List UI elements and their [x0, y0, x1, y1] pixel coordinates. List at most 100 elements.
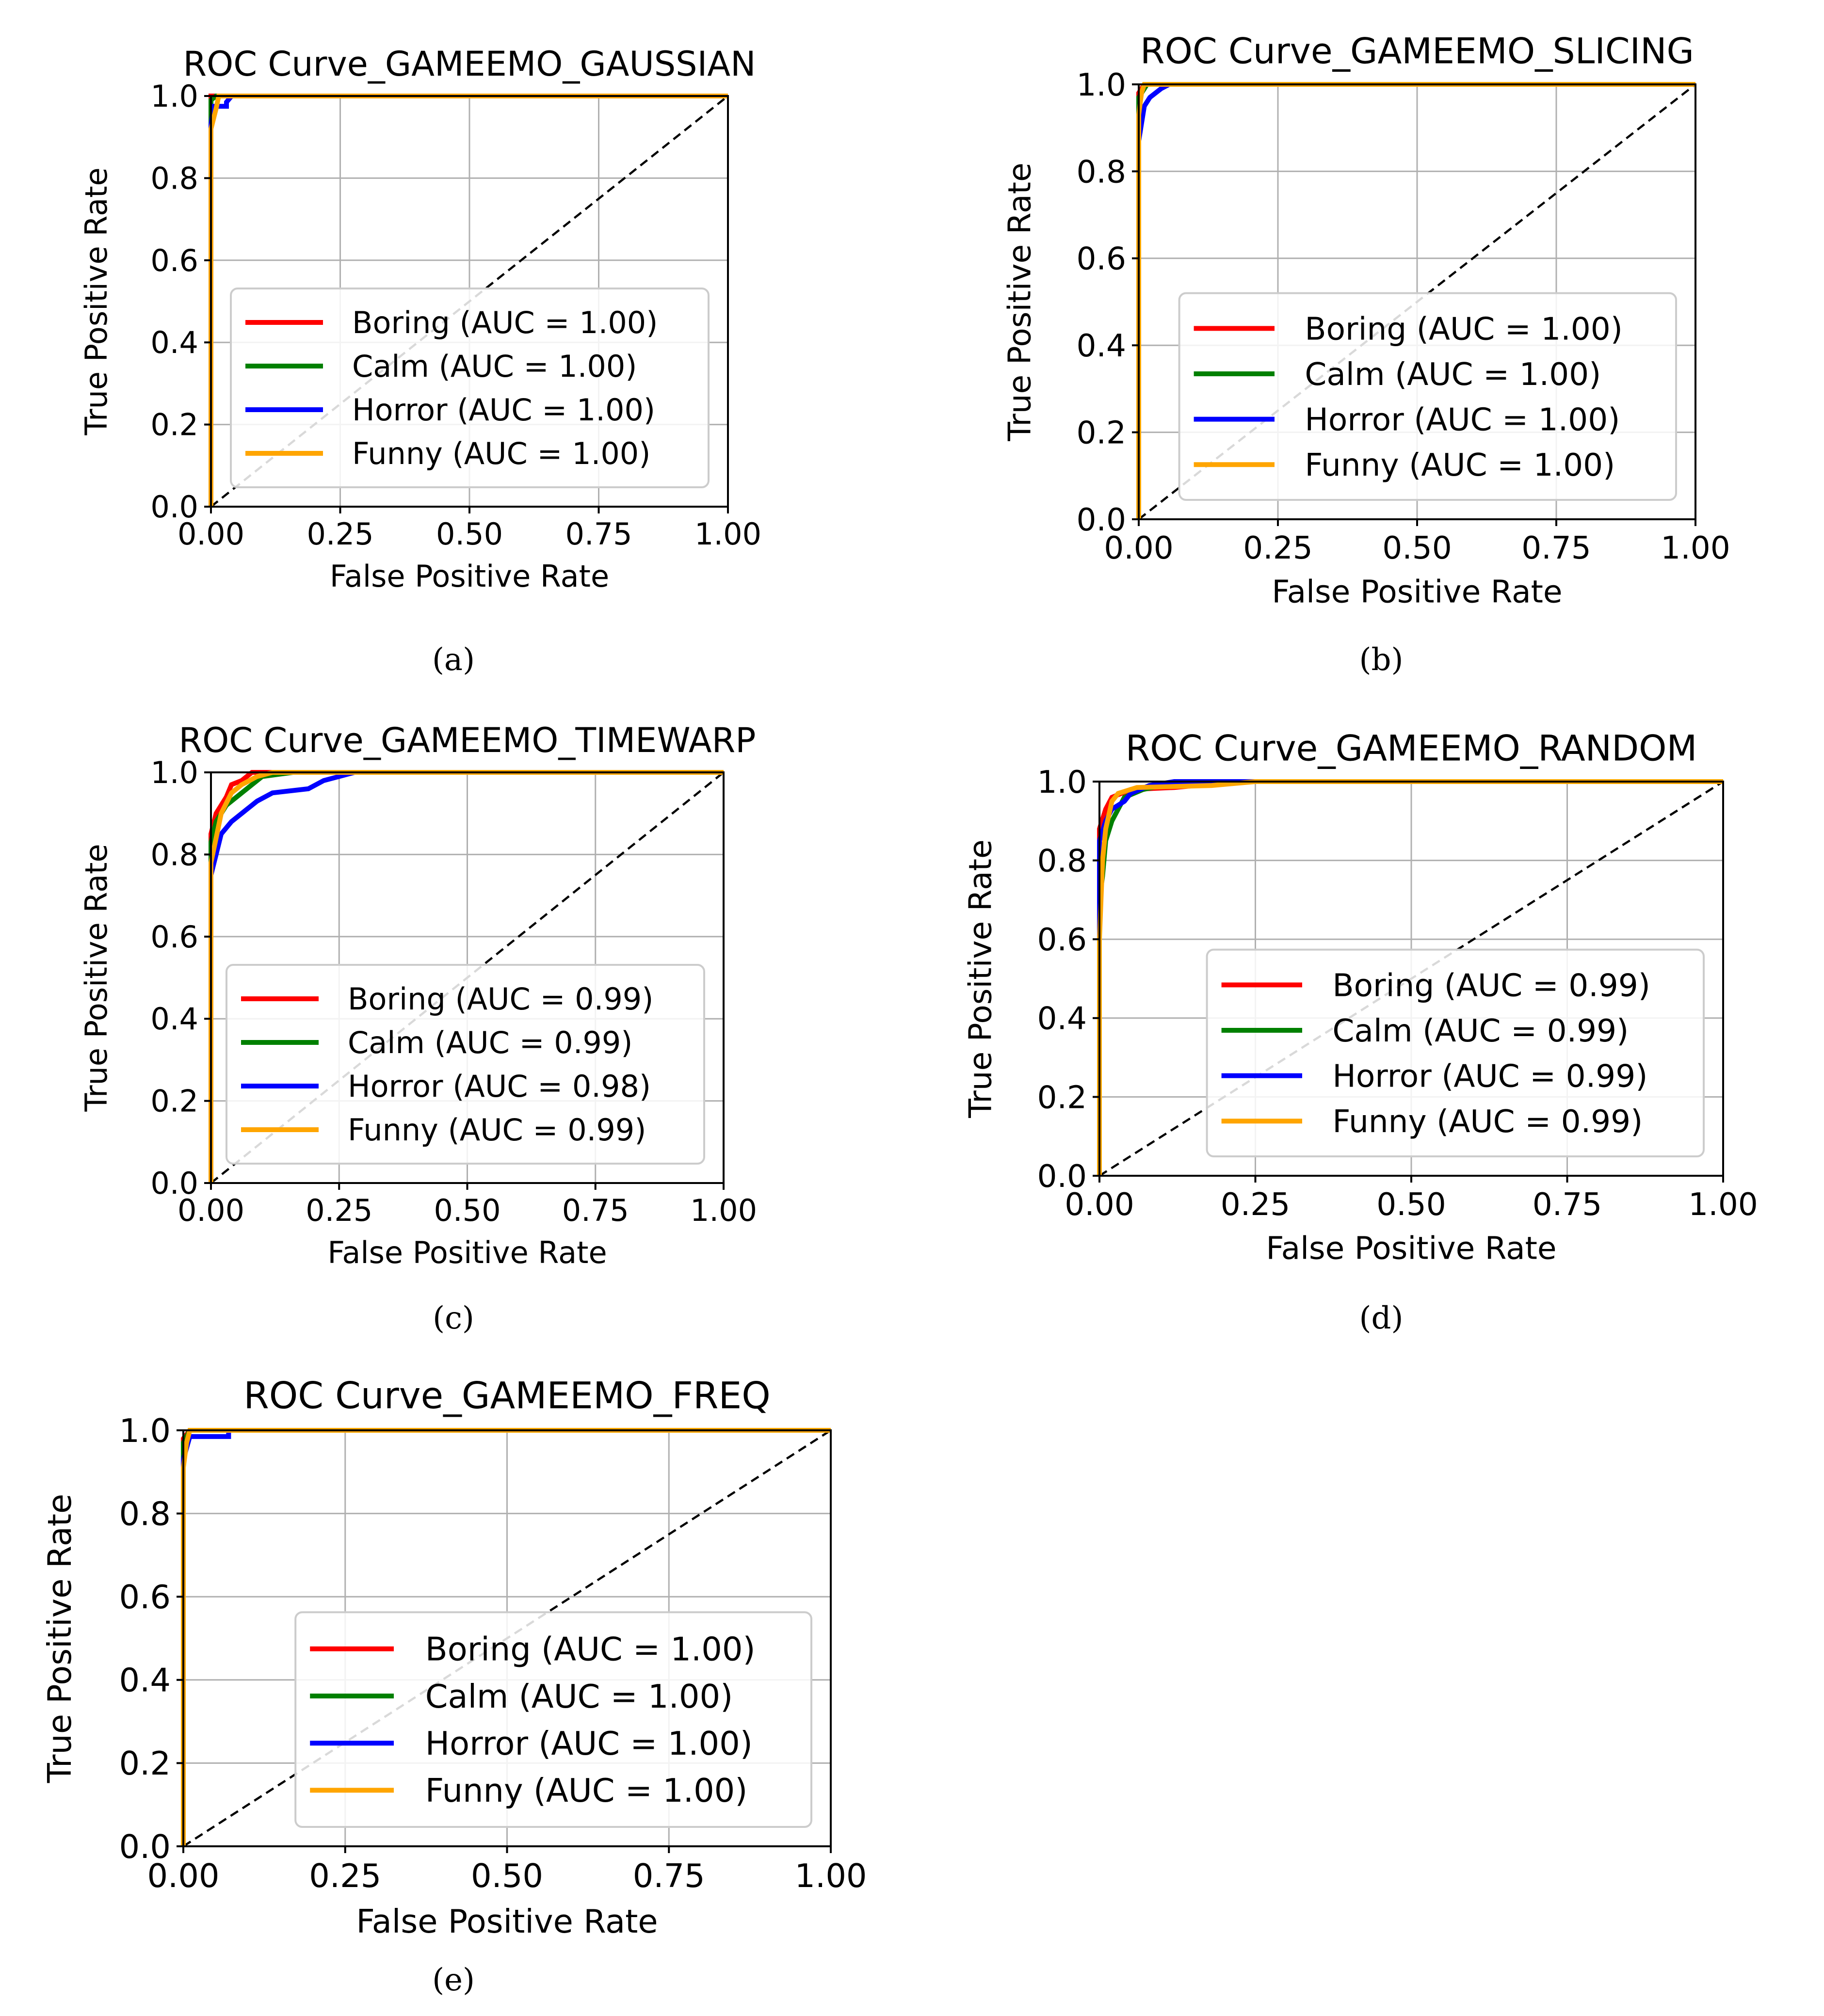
x-tick-label: 0.00 [178, 1193, 244, 1228]
x-tick-label: 0.25 [1221, 1186, 1291, 1223]
x-tick-label: 1.00 [694, 516, 761, 552]
y-axis-label: True Positive Rate [1001, 162, 1038, 441]
x-tick-label: 1.00 [794, 1857, 867, 1895]
y-tick-label: 0.8 [1076, 154, 1126, 190]
x-tick-label: 0.00 [1065, 1186, 1134, 1223]
legend-entry-4: Funny (AUC = 0.99) [348, 1112, 646, 1148]
x-tick-label: 0.75 [633, 1857, 705, 1895]
chart-title: ROC Curve_GAMEEMO_RANDOM [1126, 728, 1697, 769]
y-tick-label: 0.0 [150, 1166, 198, 1201]
chart-title: ROC Curve_GAMEEMO_TIMEWARP [179, 720, 756, 760]
subfigure-caption: (e) [432, 1962, 475, 1998]
x-tick-label: 0.75 [562, 1193, 629, 1228]
y-axis-label: True Positive Rate [41, 1494, 79, 1783]
y-tick-label: 1.0 [1076, 67, 1126, 103]
y-tick-label: 0.4 [150, 1001, 198, 1037]
chart-panel-5: 0.00 0.25 0.50 0.75 1.00 0.0 0.2 0.4 0.6 0.8 1.0 Fa… [41, 1375, 867, 1998]
x-axis-label: False Positive Rate [1266, 1231, 1556, 1267]
legend-entry-3: Horror (AUC = 0.99) [1332, 1058, 1647, 1094]
legend: Boring (AUC = 0.99) Calm (AUC = 0.99) Horr… [226, 964, 705, 1165]
legend-entry-2: Calm (AUC = 1.00) [425, 1678, 733, 1715]
y-tick-label: 0.2 [119, 1744, 171, 1782]
y-tick-label: 0.4 [1037, 1001, 1087, 1037]
y-tick-label: 0.8 [150, 160, 198, 196]
y-tick-label: 0.6 [150, 243, 198, 278]
chart-panel-2: 0.00 0.25 0.50 0.75 1.00 0.0 0.2 0.4 0.6 0.8 1.0 Fa… [1001, 31, 1730, 678]
y-tick-label: 0.4 [1076, 328, 1126, 364]
y-tick-label: 0.8 [119, 1495, 171, 1533]
y-tick-label: 0.0 [150, 489, 198, 525]
legend-entry-1: Boring (AUC = 0.99) [348, 981, 653, 1017]
legend-box [1178, 292, 1678, 501]
chart-title: ROC Curve_GAMEEMO_GAUSSIAN [183, 44, 756, 84]
y-tick-label: 0.6 [1037, 922, 1087, 958]
x-tick-label: 0.25 [309, 1857, 381, 1895]
legend: Boring (AUC = 1.00) Calm (AUC = 1.00) Horr… [230, 288, 710, 488]
x-tick-label: 0.75 [1533, 1186, 1602, 1223]
legend-entry-3: Horror (AUC = 1.00) [1305, 401, 1620, 438]
legend-box [294, 1611, 813, 1828]
y-tick-label: 0.2 [1076, 415, 1126, 451]
y-tick-label: 0.4 [150, 325, 198, 360]
legend: Boring (AUC = 1.00) Calm (AUC = 1.00) Horr… [1178, 292, 1678, 501]
legend-entry-2: Calm (AUC = 1.00) [1305, 356, 1601, 393]
chart-panel-1: 0.00 0.25 0.50 0.75 1.00 0.0 0.2 0.4 0.6 0.8 1.0 Fa… [79, 44, 761, 678]
x-tick-label: 0.50 [1376, 1186, 1446, 1223]
legend-entry-2: Calm (AUC = 0.99) [348, 1025, 633, 1060]
x-tick-label: 0.50 [436, 516, 503, 552]
legend-entry-3: Horror (AUC = 1.00) [352, 392, 655, 428]
x-tick-label: 1.00 [690, 1193, 757, 1228]
subfigure-caption: (c) [433, 1300, 474, 1336]
y-tick-label: 1.0 [150, 755, 198, 790]
y-tick-label: 0.2 [150, 407, 198, 443]
chart-panel-4: 0.00 0.25 0.50 0.75 1.00 0.0 0.2 0.4 0.6 0.8 1.0 Fa… [962, 728, 1758, 1336]
y-axis-label: True Positive Rate [79, 167, 114, 435]
x-axis-label: False Positive Rate [356, 1903, 658, 1940]
legend-entry-1: Boring (AUC = 1.00) [425, 1631, 756, 1668]
y-tick-label: 0.2 [1037, 1079, 1087, 1116]
x-tick-label: 0.00 [147, 1857, 219, 1895]
legend-entry-4: Funny (AUC = 1.00) [352, 436, 650, 471]
roc-series-line-4 [209, 770, 724, 1183]
legend-entry-3: Horror (AUC = 1.00) [425, 1725, 753, 1762]
x-tick-label: 1.00 [1661, 530, 1730, 566]
subfigure-caption: (b) [1359, 642, 1404, 678]
x-tick-label: 0.00 [178, 516, 244, 552]
x-tick-label: 1.00 [1688, 1186, 1758, 1223]
y-tick-label: 0.2 [150, 1084, 198, 1119]
legend-box [230, 288, 710, 488]
legend-entry-1: Boring (AUC = 1.00) [352, 305, 658, 340]
y-tick-label: 1.0 [1037, 764, 1087, 800]
y-tick-label: 0.6 [119, 1578, 171, 1616]
subfigure-caption: (d) [1359, 1300, 1404, 1336]
y-axis-label: True Positive Rate [962, 839, 999, 1118]
legend: Boring (AUC = 0.99) Calm (AUC = 0.99) Horr… [1206, 948, 1705, 1157]
x-tick-label: 0.50 [434, 1193, 500, 1228]
legend-entry-3: Horror (AUC = 0.98) [348, 1069, 651, 1104]
y-tick-label: 0.0 [1076, 502, 1126, 538]
x-tick-label: 0.25 [1243, 530, 1313, 566]
y-tick-label: 0.8 [150, 837, 198, 872]
x-axis-label: False Positive Rate [1272, 574, 1562, 610]
y-tick-label: 0.6 [150, 919, 198, 955]
x-tick-label: 0.50 [471, 1857, 543, 1895]
y-tick-label: 0.6 [1076, 241, 1126, 277]
roc-series-line-4 [1097, 779, 1723, 1176]
y-tick-label: 0.8 [1037, 843, 1087, 879]
legend-entry-4: Funny (AUC = 1.00) [425, 1772, 748, 1809]
x-tick-label: 0.25 [307, 516, 373, 552]
legend-box [226, 964, 705, 1165]
legend-entry-2: Calm (AUC = 0.99) [1332, 1013, 1629, 1049]
x-tick-label: 0.75 [565, 516, 632, 552]
x-tick-label: 0.25 [306, 1193, 372, 1228]
x-tick-label: 0.75 [1521, 530, 1591, 566]
legend-entry-4: Funny (AUC = 0.99) [1332, 1104, 1643, 1140]
legend: Boring (AUC = 1.00) Calm (AUC = 1.00) Horr… [294, 1611, 813, 1828]
y-tick-label: 1.0 [119, 1412, 171, 1450]
x-axis-label: False Positive Rate [327, 1235, 607, 1270]
x-axis-label: False Positive Rate [330, 559, 609, 594]
y-tick-label: 0.0 [119, 1828, 171, 1866]
y-axis-label: True Positive Rate [79, 844, 114, 1112]
x-tick-label: 0.50 [1382, 530, 1452, 566]
